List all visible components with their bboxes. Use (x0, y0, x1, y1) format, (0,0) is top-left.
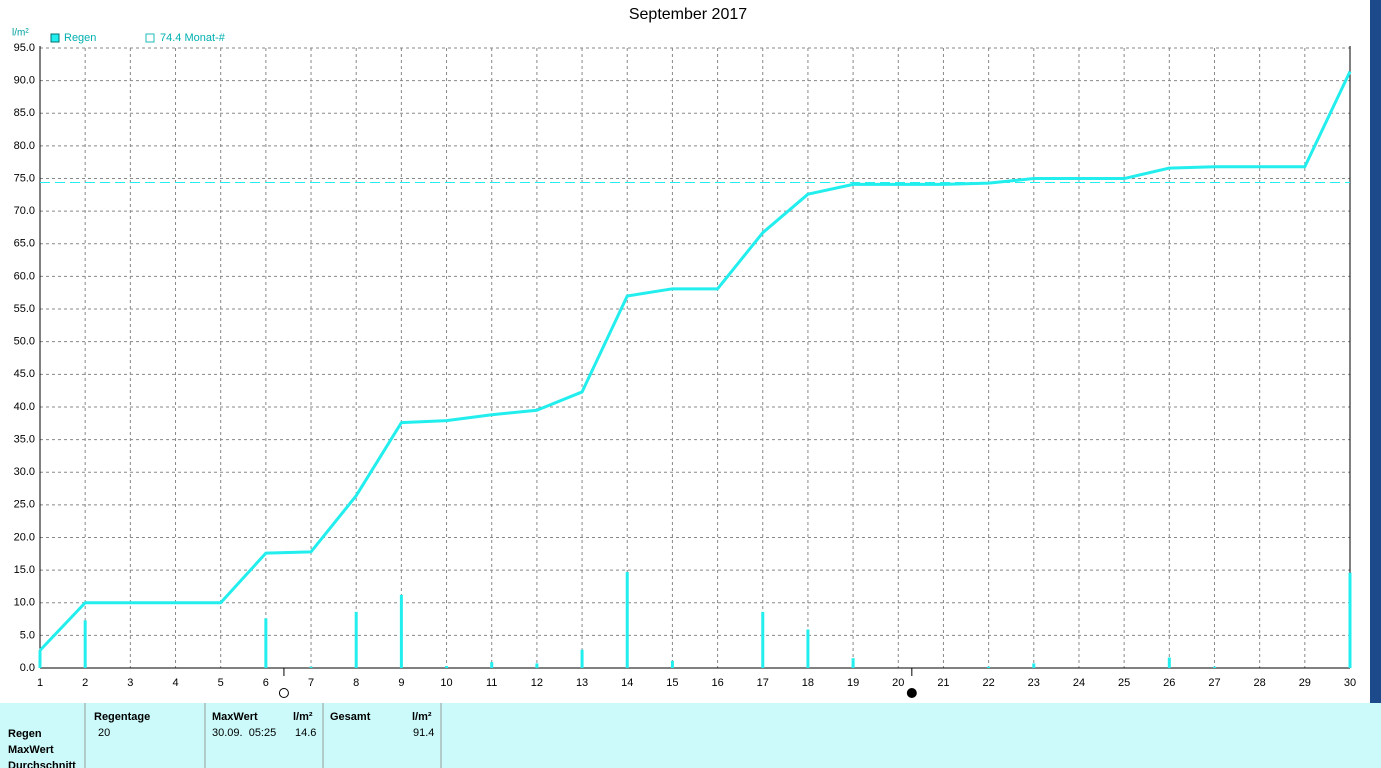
legend-swatch (50, 33, 60, 43)
x-tick-label: 22 (982, 677, 994, 689)
y-tick-label: 90.0 (14, 75, 35, 87)
y-tick-label: 15.0 (14, 564, 35, 576)
table-header: l/m² (412, 711, 432, 723)
table-header: MaxWert (212, 711, 258, 723)
bar (670, 660, 674, 668)
x-tick-label: 15 (666, 677, 678, 689)
bar (399, 594, 403, 668)
bar (354, 611, 358, 668)
bar (38, 650, 42, 668)
bar (264, 618, 268, 668)
y-tick-label: 85.0 (14, 107, 35, 119)
x-tick-label: 5 (218, 677, 224, 689)
y-tick-label: 5.0 (20, 629, 35, 641)
x-tick-label: 13 (576, 677, 588, 689)
bar (490, 662, 494, 668)
table-cell: 91.4 (413, 727, 434, 739)
x-tick-label: 29 (1299, 677, 1311, 689)
x-tick-label: 14 (621, 677, 633, 689)
y-tick-label: 10.0 (14, 597, 35, 609)
bar (806, 629, 810, 668)
x-tick-label: 18 (802, 677, 814, 689)
y-tick-label: 25.0 (14, 499, 35, 511)
y-tick-label: 30.0 (14, 466, 35, 478)
x-tick-label: 26 (1163, 677, 1175, 689)
table-cell: 14.6 (295, 727, 316, 739)
bar (1348, 572, 1352, 668)
y-axis-label: l/m² (12, 28, 29, 39)
table-background (0, 703, 1381, 768)
y-tick-label: 55.0 (14, 303, 35, 315)
table-cell: 30.09. 05:25 (212, 727, 276, 739)
x-tick-label: 6 (263, 677, 269, 689)
x-tick-label: 3 (127, 677, 133, 689)
x-tick-label: 17 (757, 677, 769, 689)
x-tick-label: 30 (1344, 677, 1356, 689)
y-tick-label: 35.0 (14, 433, 35, 445)
x-tick-label: 2 (82, 677, 88, 689)
bar (625, 572, 629, 668)
bar (1212, 666, 1216, 668)
x-tick-label: 20 (892, 677, 904, 689)
row-label: MaxWert (8, 744, 54, 756)
x-tick-label: 21 (937, 677, 949, 689)
x-tick-label: 23 (1028, 677, 1040, 689)
bar (761, 611, 765, 668)
y-tick-label: 20.0 (14, 531, 35, 543)
table-header: l/m² (293, 711, 313, 723)
y-tick-label: 65.0 (14, 238, 35, 250)
moon-phase (278, 688, 289, 698)
line (38, 70, 1352, 652)
y-tick-label: 95.0 (14, 42, 35, 54)
legend-swatch (145, 33, 155, 43)
x-tick-label: 8 (353, 677, 359, 689)
table-header: Gesamt (330, 711, 371, 723)
bar (83, 620, 87, 668)
bar (445, 666, 449, 668)
x-tick-label: 12 (531, 677, 543, 689)
chart-title: September 2017 (629, 6, 747, 23)
table-cell: 20 (98, 727, 110, 739)
bar (309, 666, 313, 668)
x-tick-label: 10 (440, 677, 452, 689)
x-tick-label: 28 (1254, 677, 1266, 689)
moon-phase (906, 688, 917, 698)
x-tick-label: 11 (486, 677, 497, 689)
table-header: Regentage (94, 711, 150, 723)
x-tick-label: 24 (1073, 677, 1085, 689)
row-label: Durchschnitt (8, 760, 76, 768)
row-label: Regen (8, 728, 42, 740)
legend-label: Regen (64, 32, 96, 44)
bar (1167, 657, 1171, 668)
x-tick-label: 4 (172, 677, 178, 689)
y-tick-label: 60.0 (14, 270, 35, 282)
bar (580, 649, 584, 668)
y-tick-label: 40.0 (14, 401, 35, 413)
x-tick-label: 19 (847, 677, 859, 689)
legend-label: 74.4 Monat-# (160, 32, 226, 44)
y-tick-label: 70.0 (14, 205, 35, 217)
x-tick-label: 1 (37, 677, 43, 689)
x-tick-label: 16 (711, 677, 723, 689)
x-tick-label: 7 (308, 677, 314, 689)
window-edge (1370, 0, 1381, 703)
x-tick-label: 9 (398, 677, 404, 689)
bar (987, 666, 991, 668)
bar (851, 658, 855, 668)
x-tick-label: 25 (1118, 677, 1130, 689)
y-tick-label: 75.0 (14, 172, 35, 184)
y-tick-label: 50.0 (14, 336, 35, 348)
y-tick-label: 45.0 (14, 368, 35, 380)
x-tick-label: 27 (1208, 677, 1220, 689)
y-tick-label: 80.0 (14, 140, 35, 152)
bar (1032, 663, 1036, 668)
y-tick-label: 0.0 (20, 662, 35, 674)
bar (535, 663, 539, 668)
summary-table: Regentage MaxWert l/m² Gesamt l/m² Regen… (8, 703, 442, 768)
